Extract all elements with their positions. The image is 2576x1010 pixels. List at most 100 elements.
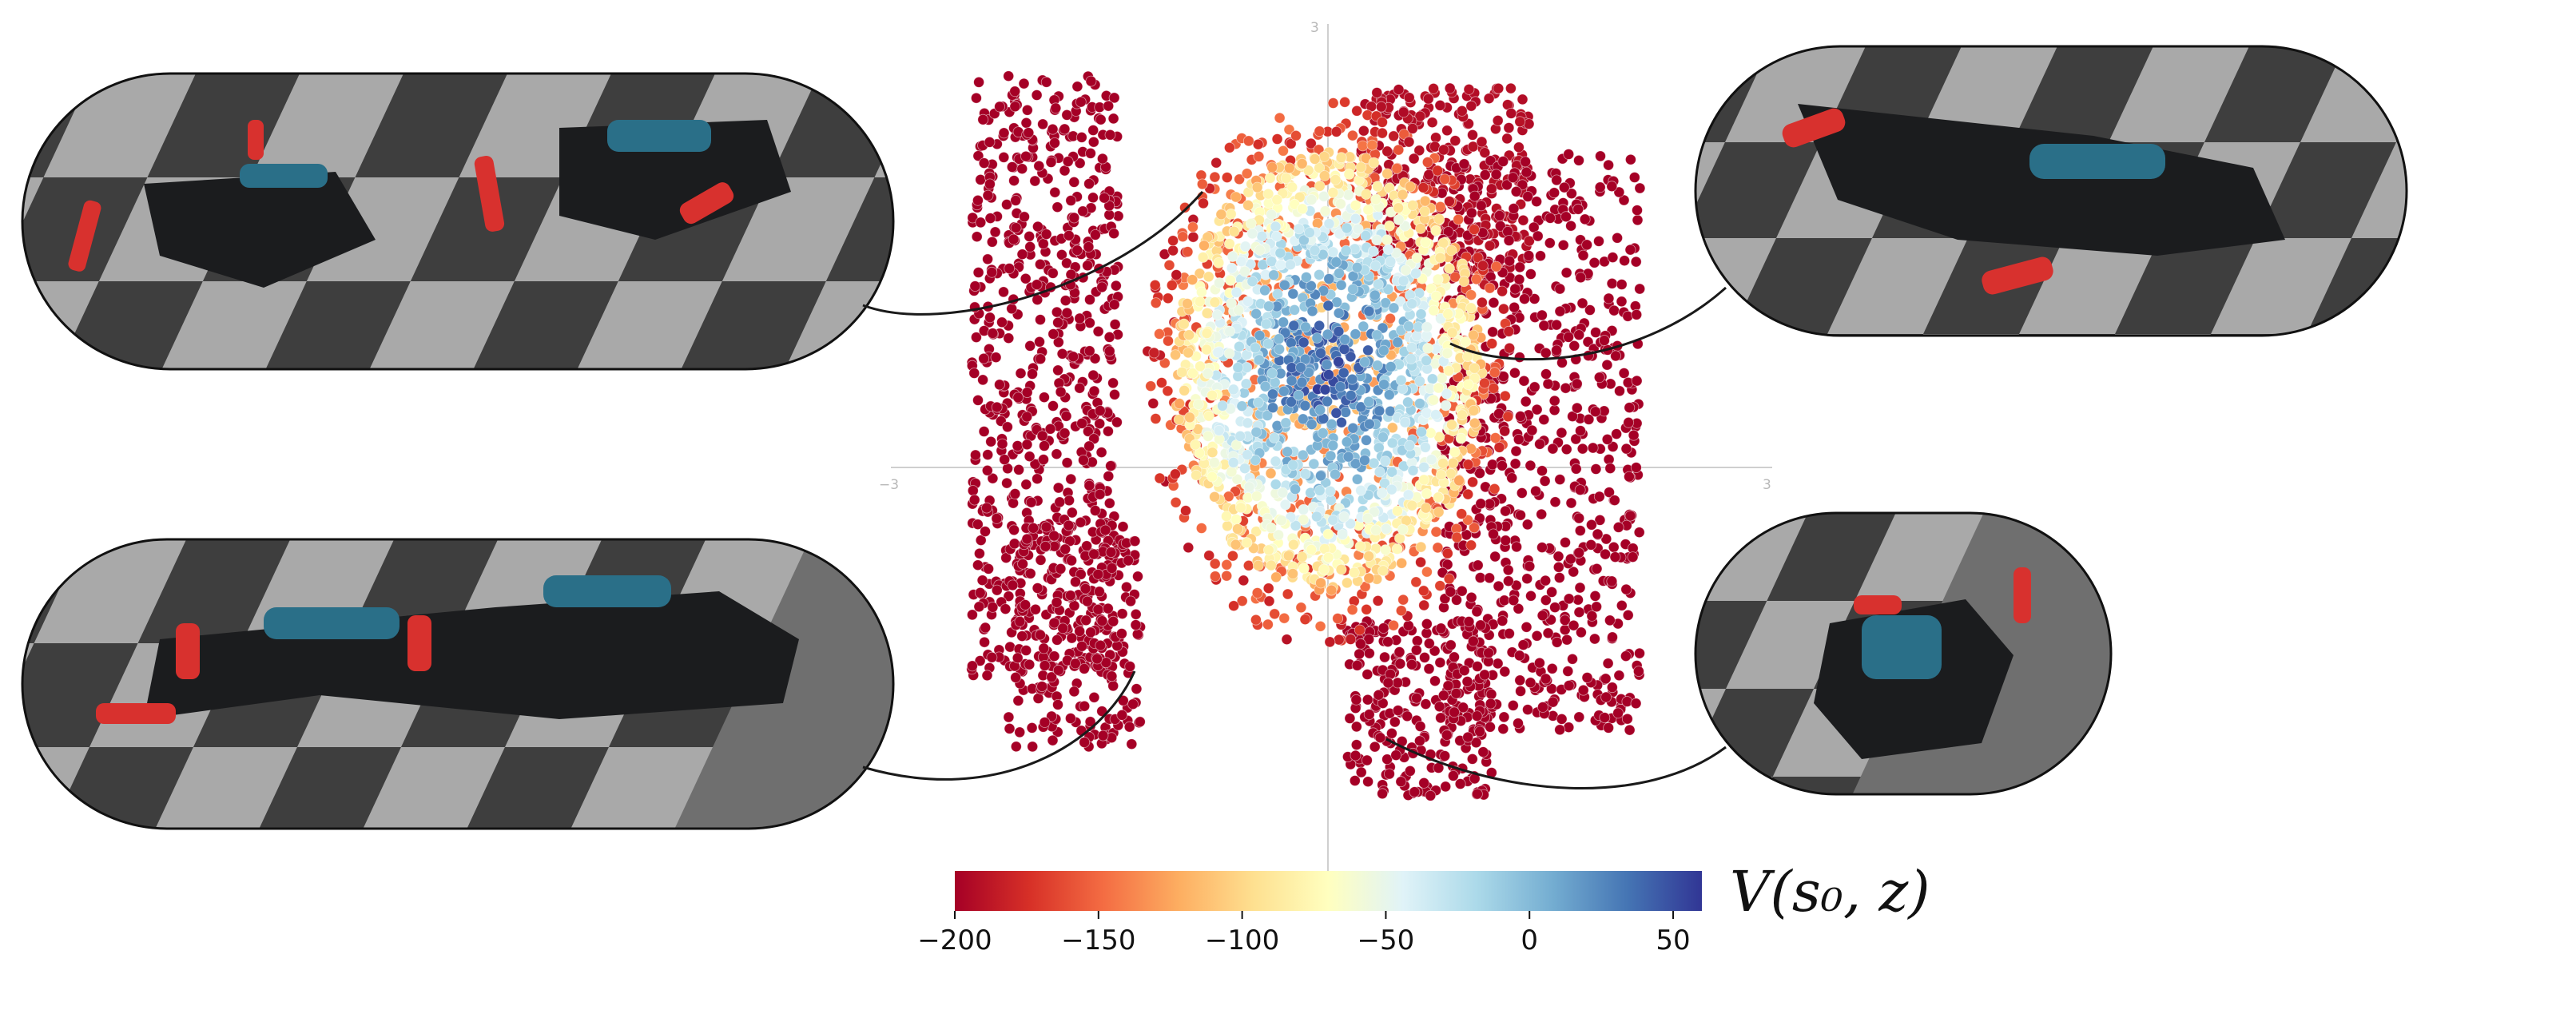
scatter-point-2313: [1187, 231, 1199, 243]
scatter-point-2298: [1361, 603, 1373, 615]
scatter-point-4107: [1430, 409, 1441, 420]
scatter-point-1201: [1475, 200, 1487, 212]
scatter-point-637: [991, 401, 1003, 413]
scatter-point-4222: [1385, 483, 1397, 495]
scatter-point-4227: [1309, 245, 1321, 256]
scatter-point-1369: [1509, 301, 1521, 313]
scatter-point-593: [1052, 316, 1063, 328]
scatter-point-3588: [1361, 435, 1372, 446]
scatter-point-1881: [1632, 666, 1644, 677]
scatter-point-787: [1107, 615, 1119, 627]
scatter-point-4316: [1377, 487, 1388, 499]
scatter-point-2280: [1221, 559, 1233, 571]
scatter-point-2686: [1503, 325, 1515, 337]
scatter-point-3994: [1297, 449, 1309, 461]
scatter-point-834: [1127, 698, 1139, 710]
scatter-point-2818: [1403, 136, 1415, 148]
scatter-point-806: [1012, 652, 1024, 664]
scatter-point-3853: [1446, 419, 1457, 431]
scatter-point-1337: [1542, 627, 1554, 639]
scatter-point-1420: [1515, 509, 1526, 521]
scatter-point-4275: [1333, 356, 1345, 368]
scatter-point-4280: [1371, 329, 1383, 341]
scatter-point-1579: [1525, 590, 1536, 602]
scatter-point-556: [1029, 458, 1041, 470]
scatter-point-1607: [1564, 553, 1576, 565]
scatter-point-3687: [1414, 376, 1425, 388]
scatter-point-4286: [1420, 502, 1432, 514]
floor-tile-53: [1642, 430, 1783, 526]
scatter-point-203: [1016, 249, 1028, 260]
scatter-point-2095: [1389, 716, 1401, 728]
scatter-point-1843: [1519, 293, 1530, 305]
scatter-point-3567: [1420, 441, 1431, 453]
scatter-point-4291: [1201, 328, 1213, 340]
scatter-point-1812: [1630, 462, 1642, 473]
scatter-point-4203: [1253, 396, 1264, 408]
scatter-point-856: [1052, 699, 1063, 710]
scatter-point-2073: [1392, 705, 1404, 716]
scatter-point-579: [1038, 454, 1049, 465]
scatter-point-2100: [1395, 776, 1407, 788]
scatter-point-147: [984, 312, 996, 324]
scatter-point-2057: [1362, 694, 1373, 706]
scatter-point-4051: [1278, 385, 1290, 397]
scatter-point-1861: [1592, 528, 1604, 540]
scatter-point-358: [1103, 497, 1115, 509]
scatter-point-2038: [1402, 620, 1414, 631]
scatter-point-1898: [1573, 547, 1585, 559]
scatter-point-25: [1047, 400, 1059, 412]
scatter-point-547: [972, 150, 984, 162]
scatter-point-235: [1000, 603, 1012, 614]
floor-tile-32: [1556, 777, 1684, 865]
scatter-point-3328: [1179, 384, 1191, 396]
scatter-point-2618: [1345, 634, 1357, 645]
scatter-point-2725: [1149, 279, 1161, 291]
scatter-point-2335: [1274, 112, 1286, 124]
scatter-point-3935: [1468, 404, 1480, 416]
scatter-point-1604: [1612, 522, 1624, 533]
scatter-point-4308: [1306, 544, 1318, 555]
scatter-point-1640: [1471, 606, 1483, 618]
scatter-point-2106: [1392, 677, 1404, 689]
scatter-point-766: [1092, 603, 1104, 615]
scatter-point-785: [1070, 576, 1081, 588]
floor-tile-46: [1974, 334, 2116, 336]
scatter-point-686: [1075, 516, 1087, 528]
scatter-point-3280: [1381, 168, 1393, 180]
scatter-point-1664: [1556, 427, 1568, 439]
scatter-point-2491: [1281, 634, 1293, 646]
scatter-point-3510: [1298, 563, 1310, 575]
scatter-point-1253: [1565, 497, 1577, 509]
scatter-point-68: [1052, 482, 1064, 494]
scatter-point-2134: [1382, 677, 1394, 689]
scatter-point-139: [971, 332, 982, 344]
scatter-point-4232: [1285, 259, 1296, 271]
scatter-point-634: [981, 464, 993, 476]
floor-tile-52: [304, 851, 457, 955]
floor-tile-2: [1770, 0, 1910, 46]
scatter-point-2114: [1485, 721, 1496, 733]
scatter-point-367: [978, 426, 990, 437]
floor-tile-1: [0, 0, 141, 74]
scatter-point-555: [1089, 352, 1101, 364]
scatter-point-496: [1083, 440, 1095, 452]
scatter-point-577: [1103, 331, 1115, 343]
scatter-point-4085: [1415, 308, 1427, 320]
floor-tile-10: [706, 435, 858, 539]
scatter-point-387: [1084, 294, 1095, 305]
scatter-point-638: [1096, 281, 1108, 293]
scatter-point-1149: [1428, 83, 1439, 94]
scatter-point-4290: [1182, 298, 1193, 309]
scatter-point-3659: [1372, 181, 1383, 193]
scatter-point-2098: [1425, 789, 1437, 801]
scatter-point-1266: [1590, 327, 1601, 338]
scatter-point-1119: [1434, 99, 1446, 111]
scatter-point-4190: [1378, 379, 1389, 391]
scatter-point-1109: [1501, 133, 1513, 145]
scatter-point-2450: [1210, 157, 1222, 169]
scatter-point-1563: [1514, 352, 1525, 364]
scatter-point-4342: [1399, 416, 1411, 428]
scatter-point-886: [1097, 730, 1109, 742]
scatter-point-1373: [1503, 575, 1514, 587]
